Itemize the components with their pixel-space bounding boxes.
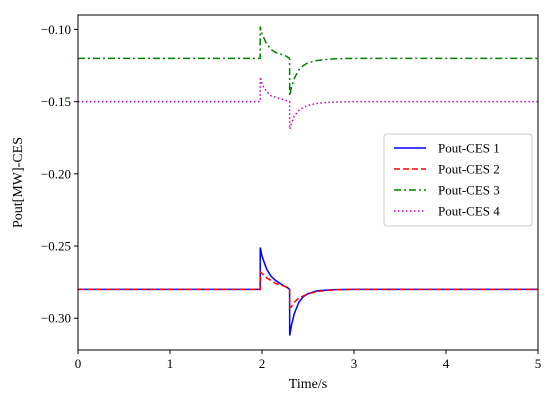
x-tick-label: 2 bbox=[259, 356, 266, 371]
y-axis-label: Pout[MW]-CES bbox=[11, 137, 26, 228]
y-tick-label: −0.25 bbox=[41, 239, 71, 254]
y-axis: −0.10 −0.15 −0.20 −0.25 −0.30 bbox=[41, 22, 78, 326]
y-tick-label: −0.15 bbox=[41, 94, 71, 109]
series-line-2 bbox=[78, 270, 538, 310]
series-line-4 bbox=[78, 76, 538, 130]
legend-label-2: Pout-CES 2 bbox=[438, 162, 500, 177]
y-tick-label: −0.10 bbox=[41, 22, 71, 37]
legend: Pout-CES 1 Pout-CES 2 Pout-CES 3 Pout-CES 4 bbox=[383, 133, 533, 227]
plot-frame bbox=[77, 14, 539, 351]
x-tick-label: 3 bbox=[351, 356, 358, 371]
series-line-3 bbox=[78, 26, 538, 97]
x-tick-label: 1 bbox=[167, 356, 174, 371]
x-tick-label: 4 bbox=[443, 356, 450, 371]
y-tick-label: −0.30 bbox=[41, 311, 71, 326]
series-group bbox=[78, 26, 538, 336]
y-tick-label: −0.20 bbox=[41, 166, 71, 181]
plot-area bbox=[78, 26, 538, 336]
x-axis: 0 1 2 3 4 5 bbox=[75, 350, 542, 371]
x-axis-label: Time/s bbox=[289, 377, 327, 392]
x-tick-label: 0 bbox=[75, 356, 82, 371]
legend-box bbox=[383, 133, 533, 227]
legend-label-1: Pout-CES 1 bbox=[438, 141, 500, 156]
legend-label-4: Pout-CES 4 bbox=[438, 204, 500, 219]
x-tick-label: 5 bbox=[535, 356, 542, 371]
legend-label-3: Pout-CES 3 bbox=[438, 183, 500, 198]
